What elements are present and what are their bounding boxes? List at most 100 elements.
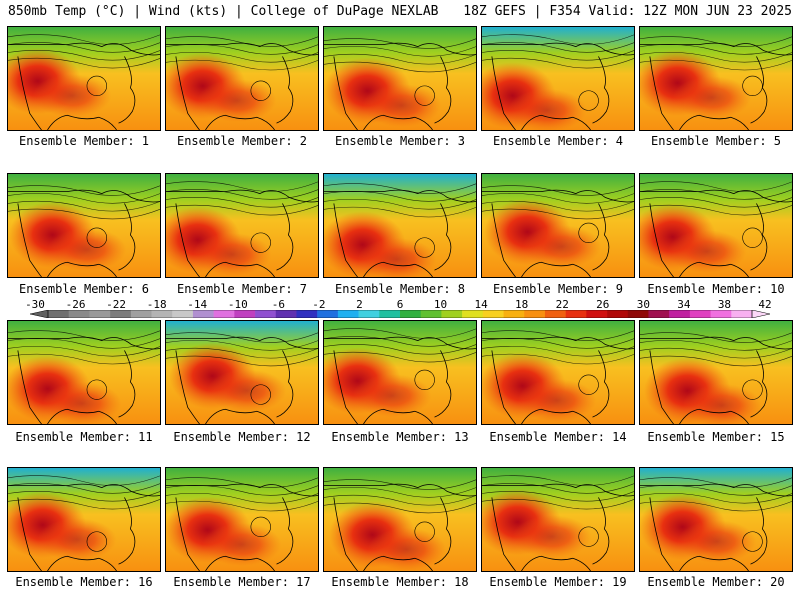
colorbar-swatch	[607, 310, 629, 318]
colorbar-tick: 6	[396, 298, 404, 311]
wind-contour	[324, 494, 476, 506]
colorbar-swatch	[503, 310, 525, 318]
ensemble-member-map	[165, 320, 319, 425]
gulf-coastline	[363, 408, 433, 424]
wind-contour	[324, 46, 476, 57]
ensemble-member-label: Ensemble Member: 10	[647, 282, 785, 296]
coastline	[592, 497, 610, 565]
west-coastline	[491, 497, 516, 571]
gulf-coastline	[679, 408, 749, 424]
west-coastline	[649, 56, 674, 130]
wind-contour	[324, 198, 476, 210]
wind-contour	[482, 193, 634, 204]
colorbar-swatch	[482, 310, 504, 318]
wind-contour	[8, 483, 160, 494]
wind-contour	[482, 208, 634, 220]
wind-contour	[8, 330, 160, 341]
wind-contour	[482, 42, 634, 53]
coastline	[434, 56, 452, 124]
wind-contour	[414, 85, 435, 106]
wind-contour	[86, 379, 107, 400]
wind-contour	[640, 332, 792, 343]
wind-contour	[8, 475, 160, 486]
ensemble-member-label: Ensemble Member: 20	[647, 575, 785, 589]
wind-contour	[640, 347, 792, 359]
gulf-coastline	[47, 114, 117, 130]
colorbar-swatch	[544, 310, 566, 318]
wind-contour	[324, 183, 476, 194]
wind-contour	[8, 50, 160, 61]
wind-contour	[8, 208, 160, 220]
gulf-coastline	[363, 261, 433, 277]
colorbar-tick: 30	[636, 298, 650, 311]
coastline	[276, 203, 294, 271]
west-coastline	[333, 203, 358, 277]
border-line	[166, 336, 318, 350]
wind-contour	[482, 345, 634, 357]
border-line	[8, 483, 160, 497]
colorbar-tick: 22	[555, 298, 569, 311]
colorbar-swatch	[627, 310, 649, 318]
ensemble-member-map	[639, 467, 793, 572]
wind-contour	[640, 59, 792, 71]
wind-contour	[640, 492, 792, 504]
colorbar-swatch	[172, 310, 194, 318]
colorbar-tick: -6	[271, 298, 285, 311]
ensemble-member-label: Ensemble Member: 17	[173, 575, 311, 589]
ensemble-member-label: Ensemble Member: 8	[334, 282, 466, 296]
colorbar-tick: -18	[146, 298, 167, 311]
gulf-coastline	[679, 555, 749, 571]
ensemble-member-label: Ensemble Member: 11	[15, 430, 153, 444]
wind-contour	[8, 338, 160, 349]
border-line	[482, 42, 634, 56]
wind-contour	[324, 61, 476, 73]
coastline	[118, 350, 136, 418]
colorbar-tick: -22	[106, 298, 127, 311]
west-coastline	[175, 56, 200, 130]
gulf-coastline	[679, 114, 749, 130]
wind-contour	[482, 498, 634, 510]
wind-contour	[8, 345, 160, 357]
colorbar-tick: 18	[515, 298, 529, 311]
colorbar-swatch	[192, 310, 214, 318]
wind-contour	[324, 336, 476, 347]
ensemble-member-map	[7, 467, 161, 572]
map-title: 850mb Temp (°C) | Wind (kts) | College o…	[8, 4, 439, 19]
wind-contour	[166, 485, 318, 496]
coastline	[592, 56, 610, 124]
wind-contour	[640, 44, 792, 55]
ensemble-member-label: Ensemble Member: 5	[650, 134, 782, 148]
wind-contour	[166, 492, 318, 504]
wind-contour	[324, 38, 476, 49]
wind-contour	[640, 51, 792, 63]
colorbar-swatch	[213, 310, 235, 318]
ensemble-member-map	[7, 26, 161, 131]
west-coastline	[649, 203, 674, 277]
ensemble-member-map	[323, 467, 477, 572]
colorbar-swatch	[358, 310, 380, 318]
west-coastline	[175, 350, 200, 424]
wind-contour	[166, 340, 318, 351]
wind-contour	[8, 185, 160, 196]
wind-contour	[166, 477, 318, 488]
wind-contour	[166, 59, 318, 71]
wind-contour	[250, 80, 271, 101]
colorbar-tick: 26	[596, 298, 610, 311]
border-line	[640, 336, 792, 350]
wind-contour	[166, 181, 318, 192]
colorbar-swatch	[462, 310, 484, 318]
ensemble-member-label: Ensemble Member: 19	[489, 575, 627, 589]
wind-contour	[482, 200, 634, 212]
gulf-coastline	[521, 408, 591, 424]
wind-contour	[166, 189, 318, 200]
west-coastline	[491, 203, 516, 277]
colorbar-swatch	[689, 310, 711, 318]
gulf-coastline	[679, 261, 749, 277]
gulf-coastline	[521, 261, 591, 277]
wind-contour	[640, 36, 792, 47]
gulf-coastline	[521, 114, 591, 130]
wind-contour	[640, 197, 792, 208]
colorbar-swatch	[275, 310, 297, 318]
gulf-coastline	[205, 408, 275, 424]
ensemble-member-map	[481, 173, 635, 278]
